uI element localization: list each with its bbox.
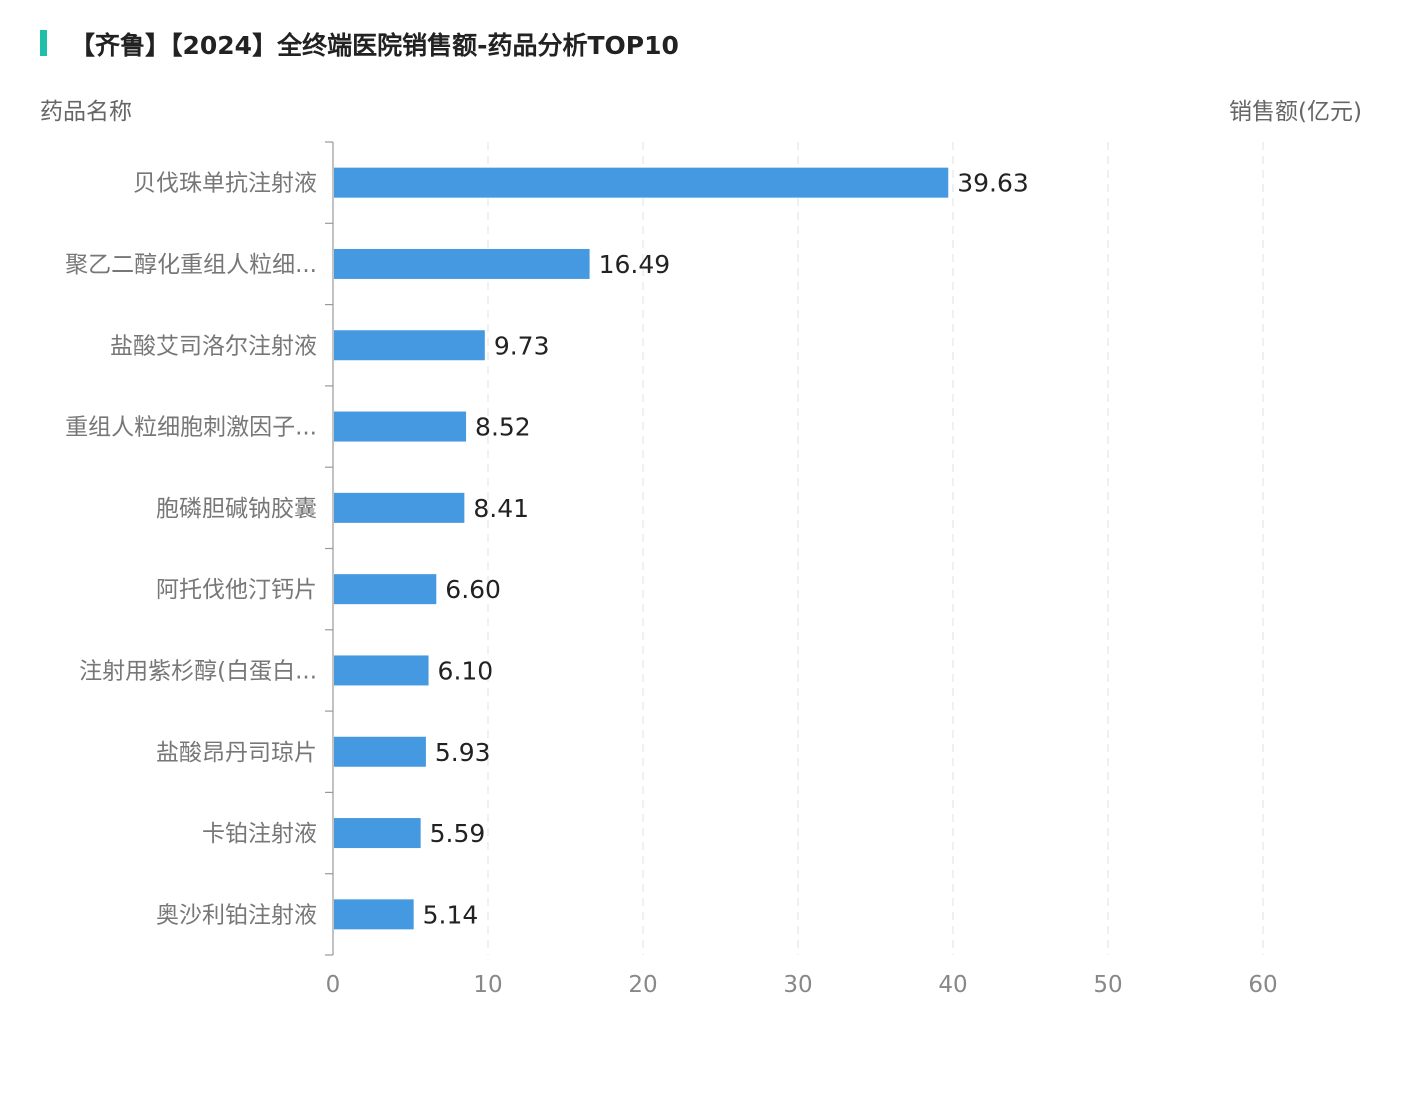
- chart-title: 【齐鲁】【2024】全终端医院销售额-药品分析TOP10: [70, 31, 679, 60]
- x-tick-label: 0: [326, 972, 341, 998]
- category-label: 胞磷胆碱钠胶囊: [156, 496, 317, 522]
- data-label: 8.41: [473, 494, 529, 523]
- bar: [334, 818, 421, 849]
- data-label: 6.60: [445, 575, 501, 604]
- bar: [334, 248, 590, 279]
- title-accent-bar: [40, 30, 47, 56]
- bar: [334, 574, 437, 605]
- x-axis-label: 销售额(亿元): [1229, 99, 1362, 125]
- category-label: 聚乙二醇化重组人粒细...: [65, 252, 317, 278]
- x-tick-label: 50: [1093, 972, 1122, 998]
- bar: [334, 899, 414, 930]
- category-label: 重组人粒细胞刺激因子...: [65, 415, 317, 441]
- x-tick-label: 40: [938, 972, 967, 998]
- x-tick-label: 60: [1248, 972, 1277, 998]
- data-label: 39.63: [957, 169, 1029, 198]
- category-label: 奥沙利铂注射液: [156, 902, 317, 928]
- category-label: 卡铂注射液: [202, 821, 317, 847]
- data-label: 5.14: [423, 900, 479, 929]
- data-label: 6.10: [438, 656, 494, 685]
- bar: [334, 330, 485, 361]
- data-label: 5.59: [430, 819, 486, 848]
- x-tick-label: 20: [628, 972, 657, 998]
- x-tick-label: 30: [783, 972, 812, 998]
- bar: [334, 736, 426, 767]
- bar: [334, 492, 465, 523]
- y-axis-label: 药品名称: [40, 99, 132, 125]
- data-label: 16.49: [599, 250, 671, 279]
- x-tick-label: 10: [473, 972, 502, 998]
- bar: [334, 411, 467, 442]
- category-label: 盐酸艾司洛尔注射液: [110, 333, 317, 359]
- category-label: 阿托伐他汀钙片: [156, 577, 317, 603]
- bar: [334, 167, 949, 198]
- category-label: 注射用紫杉醇(白蛋白...: [79, 658, 317, 684]
- category-label: 盐酸昂丹司琼片: [156, 740, 317, 766]
- category-label: 贝伐珠单抗注射液: [133, 171, 317, 197]
- data-label: 9.73: [494, 331, 550, 360]
- bar: [334, 655, 429, 686]
- data-label: 5.93: [435, 738, 491, 767]
- data-label: 8.52: [475, 413, 531, 442]
